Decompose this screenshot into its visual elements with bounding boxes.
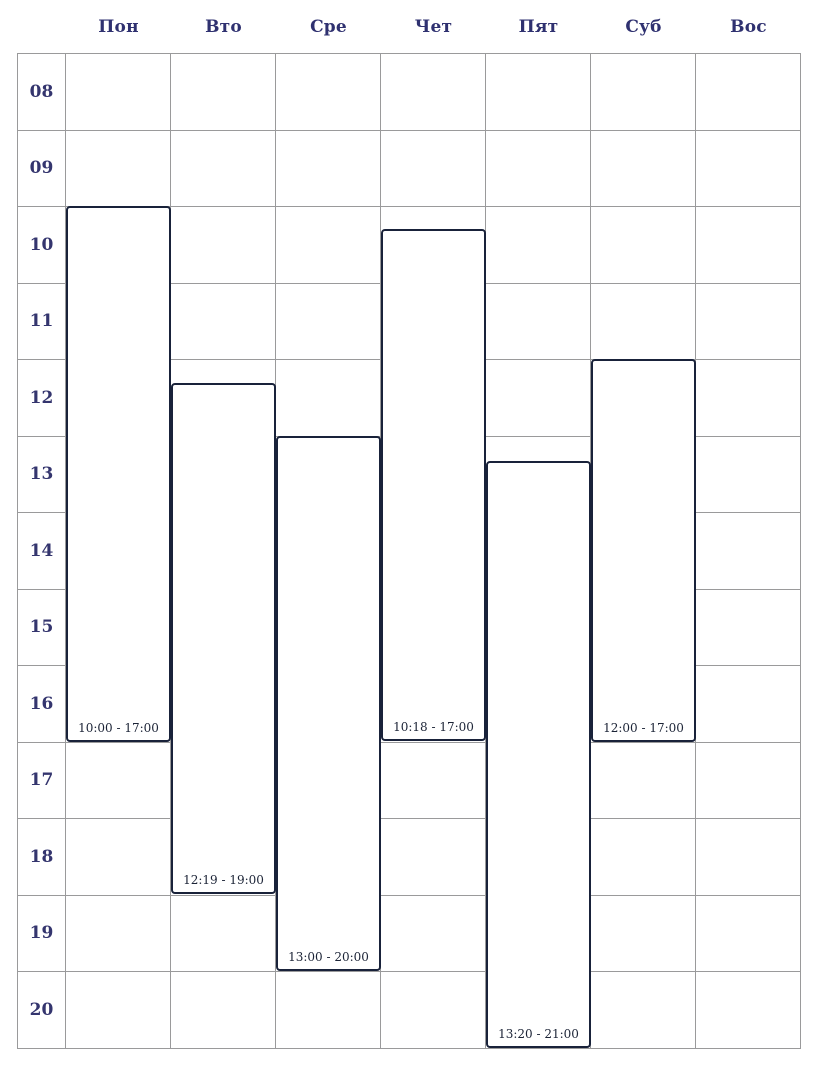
grid-cell[interactable] — [381, 972, 486, 1049]
day-header: Сре — [310, 16, 347, 37]
grid-cell[interactable] — [486, 360, 591, 437]
hour-label: 18 — [18, 819, 66, 896]
grid-cell[interactable] — [591, 742, 696, 819]
grid-cell[interactable] — [591, 283, 696, 360]
day-header: Вос — [730, 16, 767, 37]
grid-cell[interactable] — [381, 742, 486, 819]
grid-cell[interactable] — [276, 130, 381, 207]
event-time-label: 10:18 - 17:00 — [393, 720, 474, 735]
grid-cell[interactable] — [276, 207, 381, 284]
grid-cell[interactable] — [66, 895, 171, 972]
grid-cell[interactable] — [171, 130, 276, 207]
hour-label: 09 — [18, 130, 66, 207]
hour-label: 13 — [18, 436, 66, 513]
grid-cell[interactable] — [696, 819, 801, 896]
event-time-label: 13:00 - 20:00 — [288, 950, 369, 964]
grid-cell[interactable] — [696, 54, 801, 131]
grid-cell[interactable] — [486, 54, 591, 131]
grid-cell[interactable] — [696, 742, 801, 819]
event-block[interactable]: 12:00 - 17:00 — [591, 359, 696, 742]
hour-label: 11 — [18, 283, 66, 360]
grid-cell[interactable] — [276, 972, 381, 1049]
grid-cell[interactable] — [66, 742, 171, 819]
event-time-label: 13:20 - 21:00 — [498, 1026, 579, 1041]
grid-cell[interactable] — [66, 54, 171, 131]
event-block[interactable]: 10:00 - 17:00 — [66, 206, 171, 742]
grid-cell[interactable] — [591, 972, 696, 1049]
grid-cell[interactable] — [66, 819, 171, 896]
hour-label: 19 — [18, 895, 66, 972]
grid-cell[interactable] — [66, 972, 171, 1049]
day-header: Пят — [518, 16, 559, 37]
grid-cell[interactable] — [381, 895, 486, 972]
grid-cell[interactable] — [66, 130, 171, 207]
grid-cell[interactable] — [171, 54, 276, 131]
grid-cell[interactable] — [171, 895, 276, 972]
grid-cell[interactable] — [696, 360, 801, 437]
day-header-row: Пон Вто Сре Чет Пят Суб Вос — [66, 0, 801, 53]
hour-label: 10 — [18, 207, 66, 284]
hour-label: 17 — [18, 742, 66, 819]
grid-cell[interactable] — [276, 360, 381, 437]
hour-label: 15 — [18, 589, 66, 666]
event-time-label: 10:00 - 17:00 — [78, 720, 159, 735]
grid-cell[interactable] — [591, 130, 696, 207]
grid-cell[interactable] — [171, 207, 276, 284]
hour-label: 14 — [18, 513, 66, 590]
grid-cell[interactable] — [591, 54, 696, 131]
grid-cell[interactable] — [696, 666, 801, 743]
grid-cell[interactable] — [591, 819, 696, 896]
grid-cell[interactable] — [486, 283, 591, 360]
grid-cell[interactable] — [696, 589, 801, 666]
hour-label: 20 — [18, 972, 66, 1049]
grid-cell[interactable] — [696, 513, 801, 590]
grid-cell[interactable] — [171, 283, 276, 360]
grid-cell[interactable] — [696, 130, 801, 207]
event-block[interactable]: 12:19 - 19:00 — [171, 383, 276, 895]
event-block[interactable]: 13:20 - 21:00 — [486, 461, 591, 1048]
grid-cell[interactable] — [381, 130, 486, 207]
grid-cell[interactable] — [486, 130, 591, 207]
day-header: Вто — [205, 16, 242, 37]
grid-cell[interactable] — [696, 207, 801, 284]
event-block[interactable]: 10:18 - 17:00 — [381, 228, 486, 742]
grid-cell[interactable] — [696, 436, 801, 513]
grid-cell[interactable] — [591, 895, 696, 972]
grid-cell[interactable] — [276, 283, 381, 360]
event-time-label: 12:19 - 19:00 — [183, 873, 264, 888]
grid-cell[interactable] — [591, 207, 696, 284]
event-block[interactable]: 13:00 - 20:00 — [276, 435, 381, 971]
grid-cell[interactable] — [696, 972, 801, 1049]
grid-cell[interactable] — [486, 207, 591, 284]
hour-label: 16 — [18, 666, 66, 743]
day-header: Суб — [625, 16, 662, 37]
grid-cell[interactable] — [171, 972, 276, 1049]
day-header: Чет — [414, 16, 453, 37]
grid-cell[interactable] — [381, 54, 486, 131]
grid-cell[interactable] — [381, 819, 486, 896]
day-header: Пон — [98, 16, 139, 37]
event-time-label: 12:00 - 17:00 — [603, 720, 684, 735]
hour-label: 12 — [18, 360, 66, 437]
grid-cell[interactable] — [696, 895, 801, 972]
hour-label: 08 — [18, 54, 66, 131]
grid-cell[interactable] — [696, 283, 801, 360]
grid-cell[interactable] — [276, 54, 381, 131]
